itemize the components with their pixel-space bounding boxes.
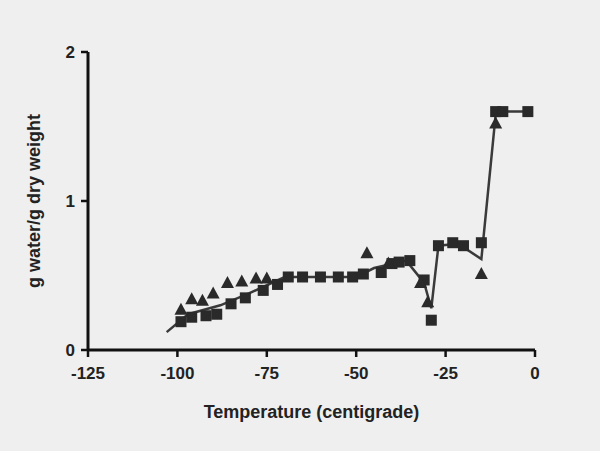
data-point bbox=[404, 255, 415, 266]
data-point bbox=[201, 310, 212, 321]
x-tick-label: -50 bbox=[344, 364, 369, 383]
x-axis-label: Temperature (centigrade) bbox=[204, 402, 420, 422]
data-point bbox=[421, 295, 434, 307]
x-tick-label: -25 bbox=[433, 364, 458, 383]
data-point bbox=[426, 315, 437, 326]
data-point bbox=[433, 240, 444, 251]
x-tick bbox=[444, 350, 447, 357]
data-point bbox=[476, 237, 487, 248]
y-tick bbox=[81, 51, 88, 54]
x-tick-label: -125 bbox=[71, 364, 105, 383]
data-point bbox=[235, 274, 248, 286]
data-point bbox=[211, 309, 222, 320]
data-point bbox=[175, 316, 186, 327]
data-point bbox=[360, 246, 373, 258]
data-point bbox=[458, 240, 469, 251]
data-point bbox=[358, 269, 369, 280]
y-tick-label: 2 bbox=[66, 43, 75, 62]
x-tick-label: 0 bbox=[530, 364, 539, 383]
data-point bbox=[226, 298, 237, 309]
x-axis bbox=[88, 349, 535, 352]
x-tick-label: -75 bbox=[255, 364, 280, 383]
data-point bbox=[522, 106, 533, 117]
data-point bbox=[376, 267, 387, 278]
x-tick bbox=[266, 350, 269, 357]
data-point bbox=[414, 276, 427, 288]
data-point bbox=[250, 271, 263, 283]
data-point bbox=[260, 271, 273, 283]
data-point bbox=[447, 237, 458, 248]
data-point bbox=[207, 286, 220, 298]
data-point bbox=[185, 292, 198, 304]
data-point bbox=[221, 276, 234, 288]
y-tick-label: 0 bbox=[66, 341, 75, 360]
data-point bbox=[272, 279, 283, 290]
data-point bbox=[382, 257, 395, 269]
data-point bbox=[186, 312, 197, 323]
x-tick-label: -100 bbox=[160, 364, 194, 383]
data-point bbox=[315, 271, 326, 282]
data-point bbox=[475, 267, 488, 279]
x-tick bbox=[355, 350, 358, 357]
plot-area bbox=[167, 106, 534, 332]
y-tick bbox=[81, 349, 88, 352]
y-tick-label: 1 bbox=[66, 192, 75, 211]
y-axis-label: g water/g dry weight bbox=[24, 114, 44, 288]
data-point bbox=[347, 271, 358, 282]
data-point bbox=[394, 257, 405, 268]
data-point bbox=[489, 117, 502, 129]
data-point bbox=[283, 271, 294, 282]
data-point bbox=[258, 285, 269, 296]
series-line bbox=[167, 112, 528, 333]
data-point bbox=[196, 294, 209, 306]
chart: -125 -100 -75 -50 -25 0 0 1 2 Temperature (centig… bbox=[0, 0, 600, 451]
data-point bbox=[297, 271, 308, 282]
data-point bbox=[497, 106, 508, 117]
y-tick bbox=[81, 200, 88, 203]
data-point bbox=[240, 292, 251, 303]
data-point bbox=[333, 271, 344, 282]
x-tick bbox=[176, 350, 179, 357]
x-tick bbox=[534, 350, 537, 357]
data-point bbox=[174, 303, 187, 315]
